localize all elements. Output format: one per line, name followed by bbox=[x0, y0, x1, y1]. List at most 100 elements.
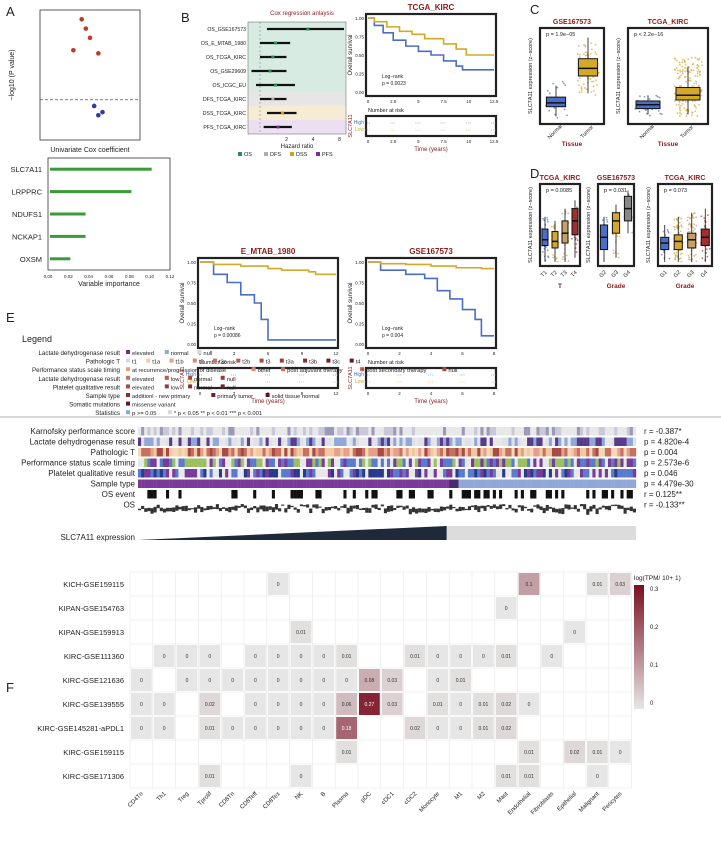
heat-value: 0.01 bbox=[501, 654, 511, 660]
track-cell bbox=[355, 437, 360, 446]
scatter-frame bbox=[39, 9, 141, 141]
track-cell bbox=[576, 479, 581, 488]
track-cell bbox=[306, 427, 310, 436]
track-cell bbox=[380, 469, 385, 478]
track-cell bbox=[256, 490, 260, 499]
track-cell bbox=[489, 490, 494, 499]
box-jitter bbox=[693, 84, 695, 87]
box-jitter bbox=[683, 76, 686, 79]
track-cell bbox=[346, 507, 350, 514]
track-cell bbox=[492, 490, 497, 499]
track-cell bbox=[623, 427, 627, 436]
track-cell bbox=[517, 469, 522, 478]
track-cell bbox=[436, 469, 441, 478]
track-cell bbox=[436, 448, 441, 457]
track-cell bbox=[262, 469, 266, 478]
km-risk-xtick: 6 bbox=[461, 391, 464, 396]
km-xtick: 2.5 bbox=[390, 99, 397, 104]
track-cell bbox=[632, 469, 637, 478]
box-jitter bbox=[638, 110, 641, 113]
track-cell bbox=[315, 437, 319, 446]
legend-item: * p < 0.05 ** p < 0.01 *** p < 0.001 bbox=[174, 411, 262, 417]
track-cell bbox=[567, 437, 571, 446]
heat-value: 0.01 bbox=[479, 726, 489, 732]
track-cell bbox=[514, 448, 518, 457]
track-cell bbox=[592, 469, 596, 478]
box-jitter bbox=[577, 79, 579, 82]
box-jitter bbox=[662, 230, 665, 233]
track-cell bbox=[402, 469, 406, 478]
track-cell bbox=[542, 469, 546, 478]
track-cell bbox=[551, 437, 556, 446]
track-cell bbox=[573, 479, 578, 488]
track-cell bbox=[586, 448, 590, 457]
track-cell bbox=[533, 427, 537, 436]
track-cell bbox=[355, 490, 360, 499]
km-xtick: 10 bbox=[466, 99, 472, 104]
heat-value: 0 bbox=[436, 726, 439, 732]
box-category: Normal bbox=[547, 124, 564, 141]
forest-legend-swatch bbox=[316, 152, 320, 156]
legend-swatch bbox=[188, 375, 193, 380]
track-cell bbox=[181, 458, 185, 467]
track-cell bbox=[561, 490, 565, 499]
track-cell bbox=[290, 427, 294, 436]
track-cell bbox=[589, 427, 593, 436]
heat-value: 0 bbox=[163, 654, 166, 660]
track-cell bbox=[212, 490, 217, 499]
box-jitter bbox=[547, 255, 549, 258]
heat-value: 0.01 bbox=[205, 726, 215, 732]
track-cell bbox=[517, 505, 521, 508]
track-cell bbox=[514, 469, 518, 478]
track-cell bbox=[296, 490, 301, 499]
track-cell bbox=[439, 458, 444, 467]
box-jitter bbox=[681, 252, 683, 255]
track-cell bbox=[271, 479, 276, 488]
track-cell bbox=[362, 469, 366, 478]
scatter-point bbox=[71, 47, 76, 53]
track-cell bbox=[256, 458, 260, 467]
legend-row-label: Performance status scale timing bbox=[32, 367, 121, 374]
track-cell bbox=[144, 469, 148, 478]
track-cell bbox=[150, 458, 154, 467]
box-jitter bbox=[590, 80, 593, 83]
track-cell bbox=[259, 469, 263, 478]
track-cell bbox=[321, 458, 325, 467]
box-jitter bbox=[656, 95, 659, 98]
legend-item: normal bbox=[194, 385, 212, 391]
track-cell bbox=[290, 437, 294, 446]
track-cell bbox=[377, 469, 381, 478]
track-cell bbox=[243, 490, 248, 499]
track-cell bbox=[253, 479, 257, 488]
track-cell bbox=[368, 490, 372, 499]
track-cell bbox=[271, 448, 276, 457]
track-cell bbox=[337, 490, 341, 499]
km-risk-label: SLC7A11 bbox=[180, 366, 186, 389]
scatter-point bbox=[79, 16, 84, 22]
track-cell bbox=[159, 437, 164, 446]
track-cell bbox=[268, 437, 273, 446]
track-cell bbox=[505, 448, 509, 457]
box-jitter bbox=[554, 113, 556, 116]
track-cell bbox=[330, 448, 335, 457]
box-body bbox=[675, 87, 701, 101]
legend-swatch bbox=[167, 410, 172, 415]
track-cell bbox=[166, 437, 170, 446]
track-cell bbox=[620, 437, 624, 446]
track-cell bbox=[415, 437, 419, 446]
track-cell bbox=[334, 458, 338, 467]
track-cell bbox=[629, 469, 634, 478]
track-cell bbox=[306, 479, 310, 488]
track-cell bbox=[604, 448, 609, 457]
track-cell bbox=[626, 437, 630, 446]
track-cell bbox=[551, 490, 556, 499]
track-cell bbox=[471, 479, 475, 488]
track-cell bbox=[430, 448, 434, 457]
track-cell bbox=[558, 479, 562, 488]
heat-cell bbox=[313, 717, 335, 739]
box-jitter bbox=[561, 212, 564, 215]
track-cell bbox=[337, 469, 341, 478]
track-cell bbox=[296, 458, 301, 467]
legend-item: t1 bbox=[132, 360, 137, 366]
legend-item: null bbox=[448, 368, 457, 374]
